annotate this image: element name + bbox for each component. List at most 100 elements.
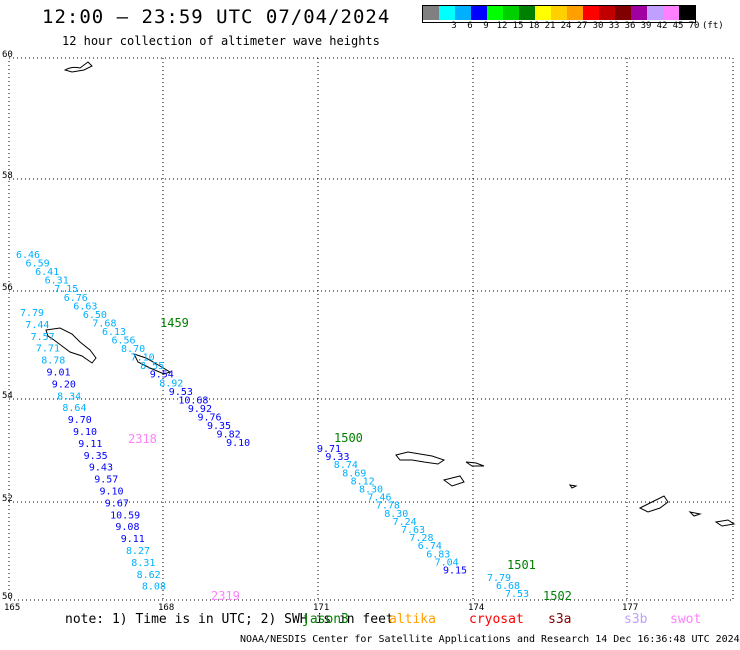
- wave-height-label: 9.20: [52, 379, 76, 390]
- scale-label: 9: [483, 21, 489, 31]
- track-time-label: 1500: [334, 431, 363, 445]
- scale-swatch: [679, 6, 695, 20]
- scale-label: 24: [560, 21, 572, 31]
- scale-swatch: [423, 6, 439, 20]
- scale-label: 6: [467, 21, 473, 31]
- wave-height-label: 9.08: [115, 522, 139, 533]
- scale-label: 21: [544, 21, 556, 31]
- island-east-2: [688, 511, 702, 517]
- wave-height-label: 6.13: [102, 327, 126, 338]
- wave-height-label: 6.31: [45, 276, 69, 287]
- scale-label: 45: [672, 21, 684, 31]
- wave-height-label: 6.68: [496, 581, 520, 592]
- wave-height-label: 8.70: [121, 344, 145, 355]
- land-top-left: [63, 61, 93, 73]
- wave-height-label: 7.68: [92, 318, 116, 329]
- scale-label: 18: [528, 21, 540, 31]
- track-time-label: 2318: [128, 432, 157, 446]
- island-small-3: [442, 475, 465, 487]
- legend-s3b: s3b: [624, 612, 648, 627]
- color-scale: [422, 5, 696, 23]
- wave-height-label: 6.59: [26, 259, 50, 270]
- wave-height-label: 9.33: [325, 452, 349, 463]
- wave-height-label: 9.10: [100, 487, 124, 498]
- wave-height-label: 8.74: [334, 460, 358, 471]
- wave-height-label: 9.67: [105, 498, 129, 509]
- altimeter-tracks: 6.466.596.416.317.156.766.636.507.686.13…: [16, 250, 572, 603]
- wave-height-label: 7.46: [367, 493, 391, 504]
- scale-swatch: [439, 6, 455, 20]
- wave-height-label: 8.30: [384, 509, 408, 520]
- wave-height-label: 10.59: [110, 510, 140, 521]
- wave-height-label: 9.10: [73, 427, 97, 438]
- scale-label: 3: [451, 21, 457, 31]
- wave-height-label: 9.82: [217, 430, 241, 441]
- wave-height-label: 7.71: [36, 344, 60, 355]
- wave-height-label: 8.34: [57, 391, 81, 402]
- wave-height-label: 8.69: [342, 468, 366, 479]
- wave-height-label: 9.35: [207, 421, 231, 432]
- wave-height-label: 9.35: [84, 451, 108, 462]
- wave-height-label: 7.10: [131, 353, 155, 364]
- track-1459: 6.466.596.416.317.156.766.636.507.686.13…: [16, 250, 250, 449]
- scale-swatch: [535, 6, 551, 20]
- scale-label: 33: [608, 21, 620, 31]
- lon-label: 174: [468, 603, 484, 613]
- wave-height-label: 10.68: [178, 395, 208, 406]
- coastlines: [45, 61, 736, 527]
- track-1500: 9.719.338.748.698.128.307.467.788.307.24…: [317, 431, 467, 577]
- scale-label: 42: [656, 21, 668, 31]
- wave-height-label: 9.10: [226, 438, 250, 449]
- scale-swatch: [519, 6, 535, 20]
- wave-height-label: 8.08: [142, 582, 166, 593]
- wave-height-label: 7.24: [393, 517, 417, 528]
- track-2318: 7.797.447.577.718.789.019.208.348.649.70…: [20, 308, 166, 593]
- wave-height-label: 7.04: [435, 557, 459, 568]
- lat-label: 56: [2, 283, 13, 293]
- wave-height-label: 7.57: [31, 332, 55, 343]
- wave-height-label: 7.28: [409, 533, 433, 544]
- lon-label: 177: [622, 603, 638, 613]
- wave-height-label: 6.63: [73, 301, 97, 312]
- wave-height-label: 7.79: [487, 573, 511, 584]
- scale-swatch: [567, 6, 583, 20]
- wave-height-label: 6.76: [64, 293, 88, 304]
- wave-height-label: 9.71: [317, 444, 341, 455]
- scale-swatch: [599, 6, 615, 20]
- wave-height-label: 7.44: [25, 320, 49, 331]
- wave-height-label: 9.54: [150, 370, 174, 381]
- wave-height-label: 9.01: [47, 368, 71, 379]
- scale-swatch: [615, 6, 631, 20]
- scale-label: 15: [512, 21, 524, 31]
- scale-swatch: [487, 6, 503, 20]
- scale-swatch: [647, 6, 663, 20]
- island-attu: [45, 327, 97, 364]
- lat-label: 52: [2, 494, 13, 504]
- footer-note: note: 1) Time is in UTC; 2) SWH is in fe…: [65, 612, 394, 627]
- scale-swatch: [455, 6, 471, 20]
- island-small-1: [133, 353, 172, 375]
- legend-swot: swot: [670, 612, 702, 627]
- scale-label: 27: [576, 21, 588, 31]
- track-1502: 1502: [543, 589, 572, 603]
- lat-label: 60: [2, 50, 13, 60]
- legend-s3a: s3a: [548, 612, 572, 627]
- track-1501: 7.796.687.53 1501: [487, 558, 536, 600]
- wave-height-label: 7.78: [376, 501, 400, 512]
- lon-label: 168: [158, 603, 174, 613]
- wave-height-label: 8.62: [137, 570, 161, 581]
- island-east-3: [714, 519, 736, 527]
- wave-height-label: 6.56: [112, 336, 136, 347]
- scale-swatch: [471, 6, 487, 20]
- wave-height-label: 9.70: [68, 415, 92, 426]
- map-title: 12:00 — 23:59 UTC 07/04/2024: [42, 6, 391, 28]
- wave-height-label: 8.12: [351, 476, 375, 487]
- wave-height-label: 9.57: [94, 475, 118, 486]
- island-small-2: [465, 461, 485, 467]
- island-small-4: [568, 484, 578, 489]
- wave-height-label: 7.15: [54, 284, 78, 295]
- wave-height-label: 6.41: [35, 267, 59, 278]
- scale-label: 36: [624, 21, 636, 31]
- color-scale-labels: 3 6 9 12 15 18 21 24 27 30 33 36 39 42 45 70 (ft): [430, 21, 723, 31]
- wave-height-label: 8.55: [140, 361, 164, 372]
